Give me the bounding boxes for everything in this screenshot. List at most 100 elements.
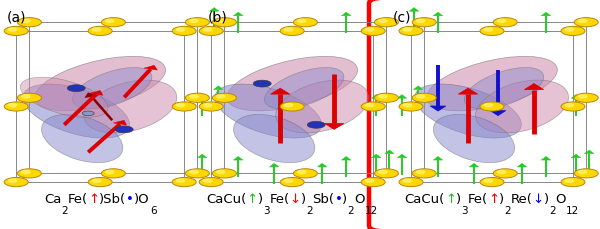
Circle shape <box>484 179 493 182</box>
Text: )Sb(: )Sb( <box>99 193 127 206</box>
Circle shape <box>284 179 293 182</box>
Circle shape <box>493 18 517 27</box>
Circle shape <box>379 19 387 22</box>
Circle shape <box>17 93 41 102</box>
Ellipse shape <box>415 84 521 138</box>
Circle shape <box>199 102 223 111</box>
Polygon shape <box>113 120 127 125</box>
Polygon shape <box>341 12 351 16</box>
Text: CaCu(: CaCu( <box>404 193 445 206</box>
Circle shape <box>82 111 94 116</box>
Circle shape <box>92 179 101 182</box>
Polygon shape <box>524 84 544 90</box>
Polygon shape <box>469 163 479 167</box>
Ellipse shape <box>215 84 322 138</box>
Polygon shape <box>397 154 407 158</box>
Circle shape <box>4 177 28 187</box>
Circle shape <box>203 28 212 31</box>
Polygon shape <box>325 123 344 129</box>
Circle shape <box>361 177 385 187</box>
Text: Fe(: Fe( <box>68 193 88 206</box>
Polygon shape <box>385 150 394 154</box>
Circle shape <box>22 170 30 174</box>
Circle shape <box>399 102 423 111</box>
Polygon shape <box>517 163 527 167</box>
Text: ↑: ↑ <box>247 193 258 206</box>
Text: )O: )O <box>134 193 150 206</box>
Ellipse shape <box>464 68 544 109</box>
Circle shape <box>253 80 271 87</box>
Circle shape <box>92 28 101 31</box>
Polygon shape <box>144 65 157 70</box>
Text: O: O <box>354 193 365 206</box>
Circle shape <box>115 126 133 133</box>
Text: 12: 12 <box>365 206 378 216</box>
Circle shape <box>212 169 236 178</box>
Polygon shape <box>233 156 243 160</box>
Text: (a): (a) <box>7 10 27 24</box>
FancyBboxPatch shape <box>369 0 600 229</box>
Circle shape <box>203 104 212 107</box>
Circle shape <box>106 19 114 22</box>
Text: ↑: ↑ <box>445 193 456 206</box>
Circle shape <box>399 177 423 187</box>
Polygon shape <box>571 95 581 98</box>
Circle shape <box>399 26 423 35</box>
Circle shape <box>484 28 493 31</box>
Ellipse shape <box>275 80 369 133</box>
Circle shape <box>403 28 412 31</box>
Text: 12: 12 <box>566 206 580 216</box>
Ellipse shape <box>265 68 344 109</box>
Circle shape <box>379 170 387 174</box>
Circle shape <box>106 170 114 174</box>
Ellipse shape <box>475 80 569 133</box>
Circle shape <box>8 179 17 182</box>
Ellipse shape <box>20 77 108 117</box>
Polygon shape <box>317 163 327 167</box>
Circle shape <box>280 102 304 111</box>
Polygon shape <box>271 88 290 94</box>
Polygon shape <box>269 163 279 167</box>
Text: •: • <box>127 193 134 206</box>
Text: 2: 2 <box>306 206 313 216</box>
Circle shape <box>574 93 598 102</box>
Polygon shape <box>89 90 103 95</box>
Polygon shape <box>490 111 506 116</box>
Circle shape <box>403 179 412 182</box>
Circle shape <box>280 177 304 187</box>
Text: 2: 2 <box>61 206 68 216</box>
Circle shape <box>199 177 223 187</box>
Polygon shape <box>541 12 551 16</box>
Circle shape <box>293 18 317 27</box>
Text: 3: 3 <box>461 206 468 216</box>
Circle shape <box>185 18 209 27</box>
Text: ↓: ↓ <box>533 193 544 206</box>
Circle shape <box>412 169 436 178</box>
Circle shape <box>67 85 85 92</box>
Circle shape <box>185 93 209 102</box>
Circle shape <box>565 28 574 31</box>
Circle shape <box>88 26 112 35</box>
Ellipse shape <box>83 80 177 133</box>
Circle shape <box>217 95 225 98</box>
Circle shape <box>8 28 17 31</box>
Circle shape <box>172 102 196 111</box>
Circle shape <box>286 104 298 109</box>
Circle shape <box>8 104 17 107</box>
Circle shape <box>217 170 225 174</box>
Ellipse shape <box>35 56 166 111</box>
Circle shape <box>284 28 293 31</box>
Circle shape <box>22 19 30 22</box>
Polygon shape <box>371 154 381 158</box>
Text: 2: 2 <box>504 206 511 216</box>
Polygon shape <box>209 8 219 11</box>
Ellipse shape <box>73 68 152 109</box>
Circle shape <box>497 19 506 22</box>
Circle shape <box>374 18 398 27</box>
Text: 2: 2 <box>549 206 556 216</box>
Circle shape <box>374 93 398 102</box>
Circle shape <box>416 19 425 22</box>
Text: Sb(: Sb( <box>313 193 335 206</box>
Ellipse shape <box>433 114 515 163</box>
Circle shape <box>361 26 385 35</box>
